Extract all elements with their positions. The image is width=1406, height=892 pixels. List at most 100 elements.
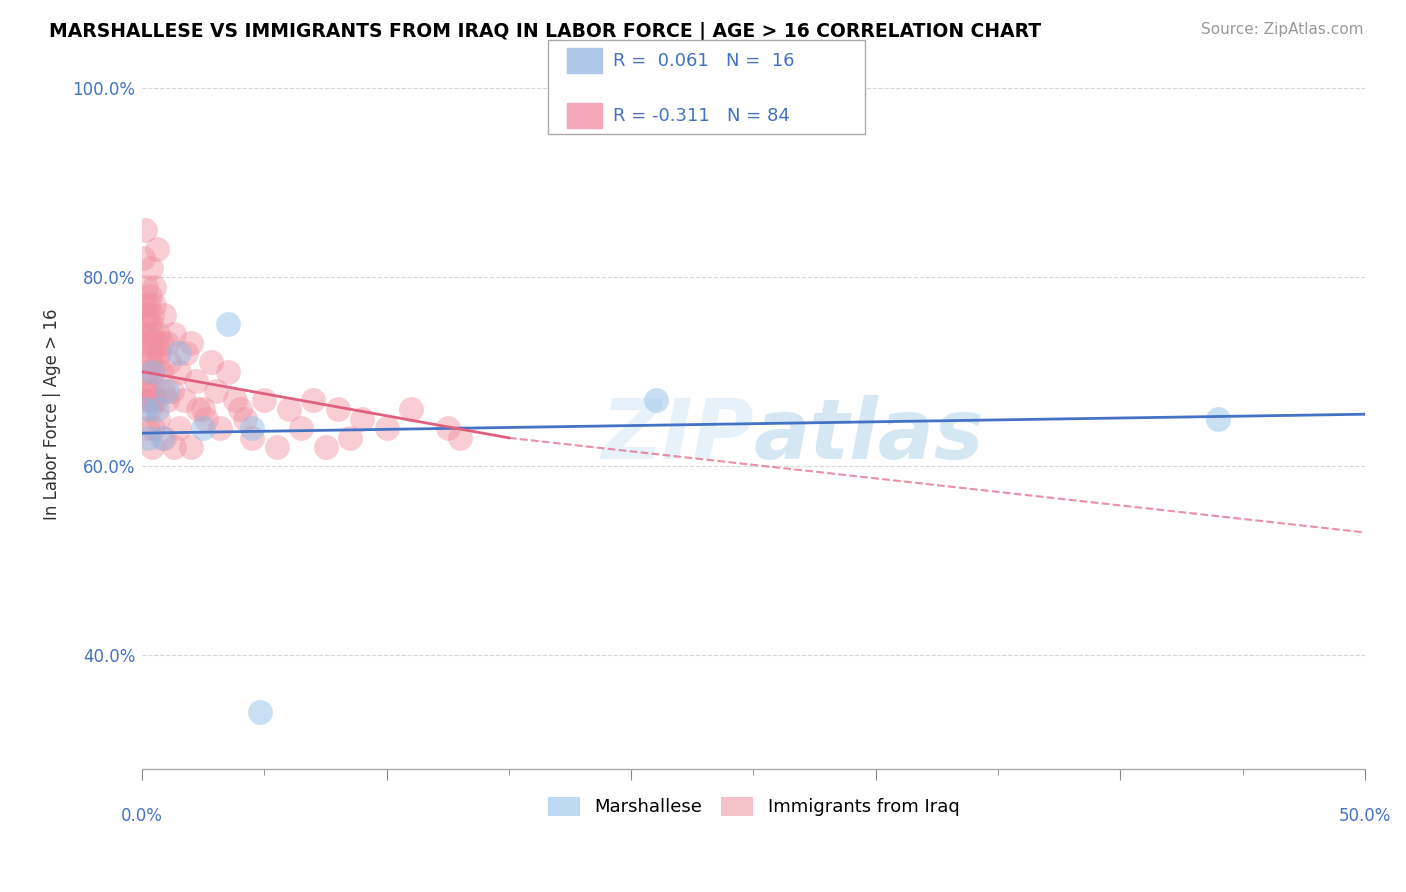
Point bbox=[146, 355, 169, 369]
Point bbox=[449, 431, 471, 445]
Point bbox=[302, 392, 325, 407]
Point bbox=[141, 365, 163, 379]
Point bbox=[146, 402, 169, 417]
Point bbox=[143, 392, 166, 407]
Point bbox=[174, 345, 197, 359]
Point bbox=[135, 279, 157, 293]
Text: ZIP: ZIP bbox=[600, 395, 754, 476]
Text: R = -0.311   N = 84: R = -0.311 N = 84 bbox=[613, 107, 790, 125]
Point bbox=[375, 421, 398, 435]
Point bbox=[193, 402, 215, 417]
Point bbox=[326, 402, 349, 417]
Point bbox=[249, 705, 271, 719]
Point bbox=[193, 421, 215, 435]
Point bbox=[132, 251, 155, 265]
Point bbox=[156, 384, 179, 398]
Point bbox=[134, 355, 156, 369]
Point bbox=[644, 392, 666, 407]
Text: 0.0%: 0.0% bbox=[121, 806, 163, 825]
Point bbox=[315, 440, 337, 454]
Point bbox=[135, 384, 157, 398]
Point bbox=[143, 279, 166, 293]
Point bbox=[136, 365, 159, 379]
Point bbox=[352, 412, 374, 426]
Point bbox=[167, 345, 190, 359]
Point bbox=[1206, 412, 1229, 426]
Point bbox=[153, 431, 176, 445]
Point bbox=[253, 392, 276, 407]
Point bbox=[142, 421, 165, 435]
Point bbox=[146, 412, 169, 426]
Point bbox=[240, 431, 263, 445]
Point bbox=[134, 298, 156, 312]
Point bbox=[200, 355, 222, 369]
Point bbox=[139, 260, 162, 275]
Point bbox=[339, 431, 361, 445]
Point bbox=[150, 336, 173, 351]
Point bbox=[180, 336, 202, 351]
Point bbox=[173, 392, 195, 407]
Point bbox=[142, 336, 165, 351]
Point bbox=[135, 402, 157, 417]
Point bbox=[135, 392, 157, 407]
Text: R =  0.061   N =  16: R = 0.061 N = 16 bbox=[613, 52, 794, 70]
Point bbox=[229, 402, 252, 417]
Point bbox=[138, 402, 160, 417]
Point bbox=[163, 326, 186, 341]
Point bbox=[145, 392, 167, 407]
Point bbox=[139, 392, 162, 407]
Point bbox=[139, 355, 162, 369]
Point bbox=[136, 298, 159, 312]
Point bbox=[224, 392, 246, 407]
Point bbox=[217, 365, 239, 379]
Point bbox=[142, 365, 165, 379]
Point bbox=[141, 326, 163, 341]
Point bbox=[136, 318, 159, 332]
Point bbox=[437, 421, 460, 435]
Point bbox=[150, 431, 173, 445]
Point bbox=[399, 402, 422, 417]
Point bbox=[217, 318, 239, 332]
Point bbox=[135, 336, 157, 351]
Point bbox=[136, 308, 159, 322]
Point bbox=[136, 384, 159, 398]
Point bbox=[138, 392, 160, 407]
Point bbox=[156, 392, 179, 407]
Point bbox=[139, 318, 162, 332]
Y-axis label: In Labor Force | Age > 16: In Labor Force | Age > 16 bbox=[44, 309, 60, 520]
Point bbox=[152, 384, 174, 398]
Point bbox=[146, 242, 169, 256]
Point bbox=[143, 298, 166, 312]
Point bbox=[277, 402, 299, 417]
Text: Source: ZipAtlas.com: Source: ZipAtlas.com bbox=[1201, 22, 1364, 37]
Point bbox=[138, 289, 160, 303]
Point bbox=[138, 336, 160, 351]
Point bbox=[134, 374, 156, 388]
Point bbox=[233, 412, 256, 426]
Point bbox=[136, 431, 159, 445]
Point bbox=[266, 440, 288, 454]
Point bbox=[149, 365, 172, 379]
Point bbox=[194, 412, 217, 426]
Text: atlas: atlas bbox=[754, 395, 984, 476]
Point bbox=[136, 421, 159, 435]
Point bbox=[163, 440, 186, 454]
Text: MARSHALLESE VS IMMIGRANTS FROM IRAQ IN LABOR FORCE | AGE > 16 CORRELATION CHART: MARSHALLESE VS IMMIGRANTS FROM IRAQ IN L… bbox=[49, 22, 1042, 42]
Point bbox=[209, 421, 232, 435]
Point bbox=[167, 421, 190, 435]
Point bbox=[153, 308, 176, 322]
Point bbox=[167, 365, 190, 379]
Point bbox=[146, 326, 169, 341]
Legend: Marshallese, Immigrants from Iraq: Marshallese, Immigrants from Iraq bbox=[540, 789, 966, 823]
Point bbox=[145, 336, 167, 351]
Text: 50.0%: 50.0% bbox=[1339, 806, 1391, 825]
Point bbox=[141, 345, 163, 359]
Point bbox=[134, 326, 156, 341]
Point bbox=[204, 384, 226, 398]
Point bbox=[187, 402, 209, 417]
Point bbox=[180, 440, 202, 454]
Point bbox=[141, 384, 163, 398]
Point bbox=[134, 223, 156, 237]
Point bbox=[156, 336, 179, 351]
Point bbox=[141, 440, 163, 454]
